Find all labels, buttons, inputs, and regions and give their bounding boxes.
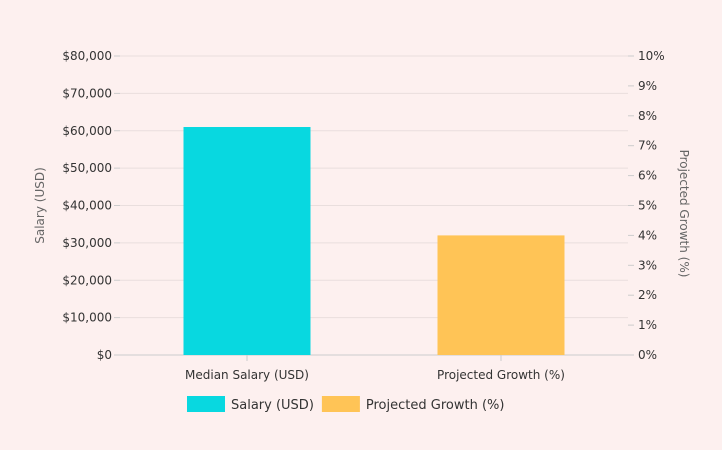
left-axis-tick-label: $20,000 [62,273,112,287]
right-axis-tick-label: 4% [638,228,657,242]
right-axis-tick-label: 3% [638,258,657,272]
right-axis-tick-label: 5% [638,199,657,213]
left-axis-tick-label: $80,000 [62,49,112,63]
left-axis-title: Salary (USD) [33,167,47,244]
bar-projected-growth [437,235,565,355]
bar-salary [183,127,311,355]
legend-swatch-projected-growth [321,396,360,412]
right-axis-tick-label: 6% [638,169,657,183]
legend-swatch-salary [187,396,225,412]
legend-label: Salary (USD) [231,398,314,413]
right-axis-title: Projected Growth (%) [677,150,691,278]
left-axis-tick-label: $60,000 [62,124,112,138]
right-axis-tick-label: 9% [638,79,657,93]
x-axis-category-label: Median Salary (USD) [185,368,309,382]
left-axis-tick-label: $50,000 [62,161,112,175]
legend-label: Projected Growth (%) [366,398,505,413]
left-axis-tick-label: $10,000 [62,311,112,325]
right-axis-tick-label: 8% [638,109,657,123]
left-axis-tick-label: $30,000 [62,236,112,250]
right-axis-tick-label: 0% [638,348,657,362]
left-axis-tick-label: $40,000 [62,199,112,213]
right-axis-tick-label: 10% [638,49,665,63]
right-axis-tick-label: 2% [638,288,657,302]
right-axis-tick-label: 7% [638,139,657,153]
x-axis-category-label: Projected Growth (%) [437,368,565,382]
left-axis-tick-label: $0 [97,348,112,362]
left-axis-tick-label: $70,000 [62,86,112,100]
right-axis-tick-label: 1% [638,318,657,332]
